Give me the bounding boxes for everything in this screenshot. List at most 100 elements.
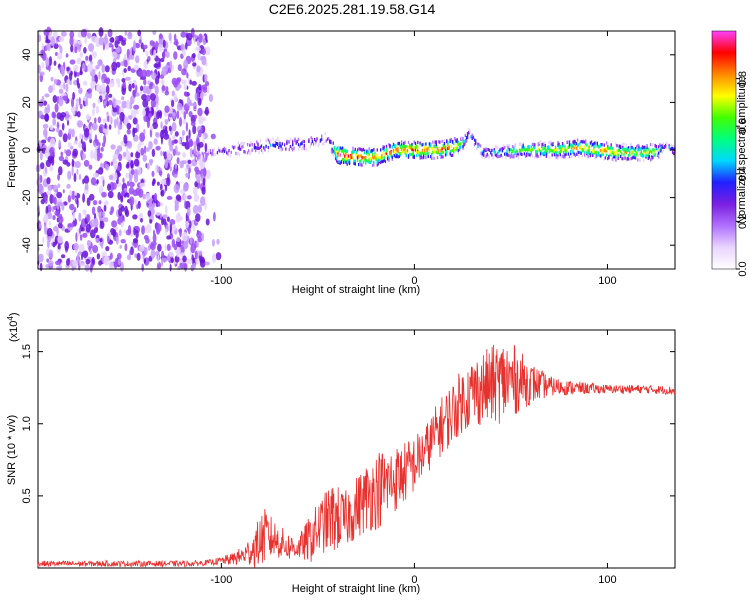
ridge-cell	[345, 152, 347, 156]
ridge-cell	[330, 149, 332, 153]
ridge-cell	[219, 149, 221, 153]
ridge-cell	[460, 137, 462, 141]
noise-speckle	[125, 172, 130, 179]
noise-speckle	[122, 177, 125, 184]
ridge-cell	[346, 149, 348, 153]
noise-speckle	[71, 158, 75, 168]
snr-panel: -100 0 100 0.51.01.5 Height of straight li…	[6, 312, 676, 595]
ridge-cell	[527, 145, 529, 149]
noise-speckle	[145, 50, 149, 57]
ridge-cell	[458, 142, 461, 147]
noise-speckle	[153, 49, 157, 59]
noise-speckle	[108, 124, 112, 130]
ridge-cell	[336, 150, 338, 154]
noise-speckle	[83, 175, 90, 185]
ridge-cell	[617, 149, 619, 153]
ridge-cell	[501, 149, 504, 153]
ridge-cell	[670, 143, 673, 147]
ridge-cell	[362, 160, 365, 164]
ridge-cell	[444, 145, 447, 149]
colorbar-tick-label: 0.6	[737, 119, 749, 134]
noise-speckle	[44, 130, 48, 141]
ridge-cell	[343, 149, 345, 153]
ridge-cell	[242, 145, 244, 149]
ridge-cell	[456, 147, 458, 151]
ridge-cell	[567, 145, 570, 149]
ridge-cell	[362, 156, 365, 160]
ridge-cell	[572, 140, 574, 144]
ridge-cell	[661, 150, 663, 154]
ridge-cell	[259, 145, 261, 149]
noise-speckle	[62, 95, 69, 101]
ridge-cell	[574, 145, 576, 149]
noise-speckle	[169, 166, 173, 172]
ridge-cell	[396, 153, 398, 157]
noise-speckle	[97, 59, 103, 67]
noise-speckle	[103, 100, 107, 106]
ridge-cell	[627, 146, 630, 150]
ridge-cell	[632, 155, 634, 159]
ridge-cell	[267, 149, 270, 153]
ridge-cell	[484, 148, 486, 152]
noise-speckle	[172, 134, 176, 140]
ridge-cell	[615, 142, 617, 146]
noise-speckle	[176, 102, 183, 111]
ridge-cell	[382, 151, 384, 155]
noise-speckle	[44, 93, 50, 98]
noise-speckle	[78, 212, 82, 222]
noise-speckle	[63, 81, 66, 90]
ridge-cell	[302, 146, 304, 150]
noise-speckle	[194, 181, 198, 188]
ridge-cell	[354, 147, 356, 151]
ridge-cell	[395, 144, 397, 148]
ridge-cell	[487, 148, 490, 152]
ridge-cell	[413, 154, 415, 158]
noise-speckle	[142, 109, 146, 117]
ridge-cell	[332, 149, 334, 153]
noise-speckle	[58, 222, 63, 229]
ridge-cell	[363, 149, 366, 153]
ridge-cell	[568, 143, 571, 147]
noise-speckle	[95, 105, 100, 114]
ridge-cell	[629, 152, 631, 156]
ridge-cell	[344, 154, 346, 158]
noise-speckle	[160, 121, 163, 129]
noise-speckle	[74, 161, 81, 168]
ridge-cell	[522, 145, 524, 149]
noise-speckle	[182, 255, 187, 263]
ridge-cell	[639, 152, 641, 156]
ridge-cell	[568, 140, 571, 144]
ridge-cell	[623, 142, 625, 146]
noise-speckle	[173, 243, 178, 251]
noise-speckle	[135, 92, 140, 97]
ridge-cell	[484, 155, 486, 159]
ridge-cell	[670, 147, 673, 151]
noise-speckle	[161, 66, 167, 77]
ridge-cell	[658, 155, 660, 159]
ridge-cell	[622, 147, 624, 151]
ridge-cell	[601, 143, 603, 147]
ridge-cell	[412, 148, 414, 152]
ridge-cell	[624, 156, 626, 160]
noise-speckle	[49, 146, 55, 157]
noise-speckle	[186, 258, 193, 264]
noise-speckle	[163, 151, 168, 160]
noise-speckle	[197, 204, 202, 213]
noise-speckle	[196, 142, 201, 152]
noise-speckle	[85, 114, 91, 120]
ridge-cell	[573, 152, 575, 156]
ridge-cell	[352, 156, 354, 160]
ridge-cell	[339, 153, 341, 157]
ridge-cell	[567, 152, 570, 156]
noise-speckle	[45, 159, 52, 168]
ridge-cell	[538, 140, 541, 144]
y-tick-label: 0.5	[21, 488, 33, 503]
ridge-cell	[209, 151, 212, 155]
noise-speckle	[117, 258, 121, 266]
ridge-cell	[359, 160, 361, 164]
ridge-cell	[277, 137, 279, 141]
ridge-cell	[447, 146, 449, 150]
noise-speckle	[133, 64, 139, 71]
noise-speckle	[92, 122, 98, 131]
ridge-cell	[611, 157, 614, 161]
